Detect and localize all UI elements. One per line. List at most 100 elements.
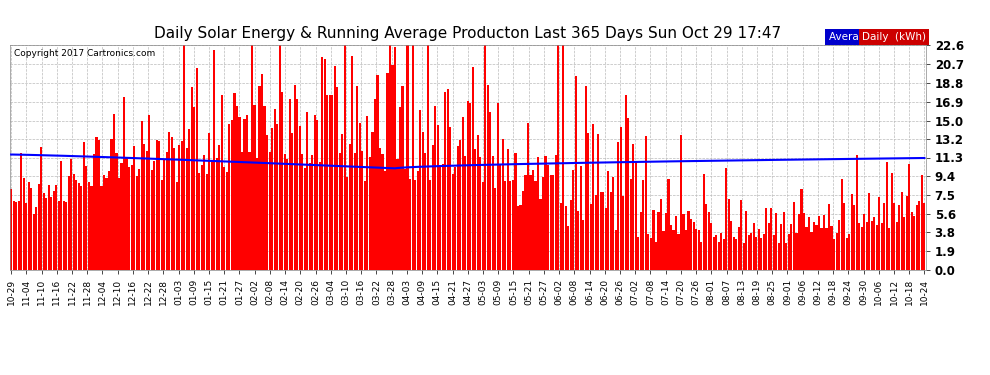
Bar — [155, 140, 157, 270]
Bar — [525, 175, 527, 270]
Bar — [638, 237, 640, 270]
Bar — [649, 238, 652, 270]
Bar — [628, 118, 630, 270]
Bar — [422, 132, 424, 270]
Bar — [662, 231, 664, 270]
Bar — [329, 96, 331, 270]
Bar — [517, 206, 519, 270]
Bar — [296, 99, 298, 270]
Bar — [41, 147, 43, 270]
Bar — [896, 222, 898, 270]
Bar — [680, 135, 682, 270]
Bar — [417, 171, 419, 270]
Bar — [446, 89, 448, 270]
Bar — [708, 212, 710, 270]
Bar — [863, 214, 865, 270]
Bar — [741, 200, 742, 270]
Bar — [858, 223, 860, 270]
Bar — [88, 182, 90, 270]
Bar — [778, 243, 780, 270]
Bar — [924, 203, 926, 270]
Bar — [38, 184, 40, 270]
Bar — [43, 193, 45, 270]
Bar — [165, 152, 167, 270]
Bar — [643, 180, 644, 270]
Bar — [52, 191, 54, 270]
Bar — [477, 135, 479, 270]
Bar — [893, 204, 895, 270]
Bar — [57, 201, 59, 270]
Bar — [234, 93, 236, 270]
Bar — [188, 129, 190, 270]
Bar — [520, 206, 522, 270]
Bar — [389, 45, 391, 270]
Text: Daily  (kWh): Daily (kWh) — [861, 32, 926, 42]
Bar — [186, 148, 188, 270]
Bar — [625, 95, 627, 270]
Bar — [396, 159, 399, 270]
Bar — [597, 134, 599, 270]
Bar — [848, 234, 850, 270]
Bar — [50, 197, 52, 270]
Bar — [823, 215, 825, 270]
Bar — [507, 150, 509, 270]
Bar — [409, 179, 411, 270]
Bar — [793, 202, 795, 270]
Bar — [288, 99, 291, 270]
Bar — [502, 139, 504, 270]
Bar — [484, 45, 486, 270]
Bar — [736, 239, 738, 270]
Bar — [266, 135, 268, 270]
Bar — [806, 227, 808, 270]
Bar — [402, 86, 404, 270]
Bar — [770, 208, 772, 270]
Bar — [216, 158, 218, 270]
Bar — [146, 151, 148, 270]
Bar — [554, 155, 556, 270]
Bar — [742, 243, 744, 270]
Bar — [394, 46, 396, 270]
Bar — [404, 169, 406, 270]
Bar — [316, 120, 319, 270]
Bar — [747, 235, 749, 270]
Bar — [271, 128, 273, 270]
Bar — [440, 165, 442, 270]
Bar — [261, 74, 263, 270]
Bar — [527, 123, 529, 270]
Bar — [62, 201, 65, 270]
Bar — [818, 216, 820, 270]
Bar — [489, 112, 491, 270]
Bar — [693, 222, 695, 270]
Bar — [168, 132, 170, 270]
Bar — [158, 141, 160, 270]
Bar — [738, 227, 740, 270]
Bar — [150, 170, 152, 270]
Bar — [838, 220, 841, 270]
Bar — [213, 50, 216, 270]
Bar — [414, 180, 416, 270]
Bar — [286, 159, 288, 270]
Bar — [710, 223, 712, 270]
Bar — [725, 168, 728, 270]
Bar — [845, 238, 847, 270]
Bar — [572, 170, 574, 270]
Bar — [733, 237, 735, 270]
Bar — [677, 234, 679, 270]
Bar — [752, 224, 754, 270]
Bar — [532, 170, 534, 270]
Bar — [353, 153, 356, 270]
Bar — [466, 101, 469, 270]
Bar — [798, 214, 800, 270]
Bar — [579, 166, 582, 270]
Bar — [283, 154, 286, 270]
Bar — [133, 146, 136, 270]
Bar — [241, 152, 243, 270]
Bar — [595, 195, 597, 270]
Bar — [557, 45, 559, 270]
Bar — [276, 124, 278, 270]
Bar — [60, 161, 62, 270]
Bar — [366, 116, 368, 270]
Bar — [898, 205, 900, 270]
Bar — [919, 201, 921, 270]
Bar — [361, 152, 363, 270]
